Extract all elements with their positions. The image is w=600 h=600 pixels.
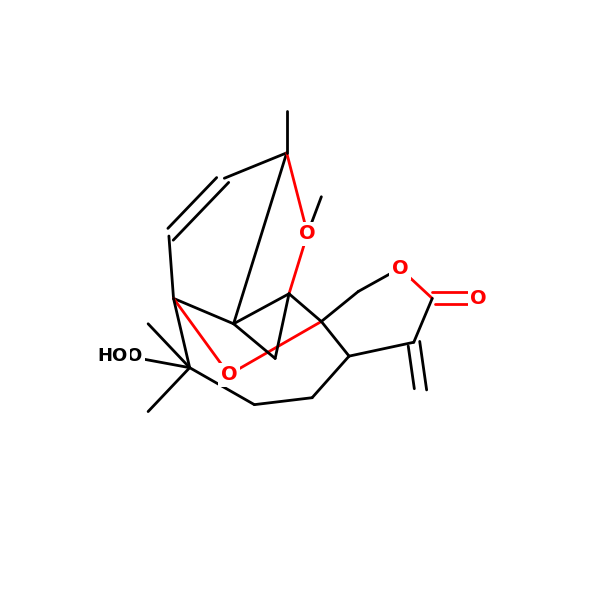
Text: O: O xyxy=(299,224,316,243)
Text: O: O xyxy=(392,259,408,278)
Text: HO: HO xyxy=(97,347,127,365)
Text: O: O xyxy=(221,365,237,384)
Text: HO: HO xyxy=(112,347,142,365)
Text: O: O xyxy=(470,289,487,308)
